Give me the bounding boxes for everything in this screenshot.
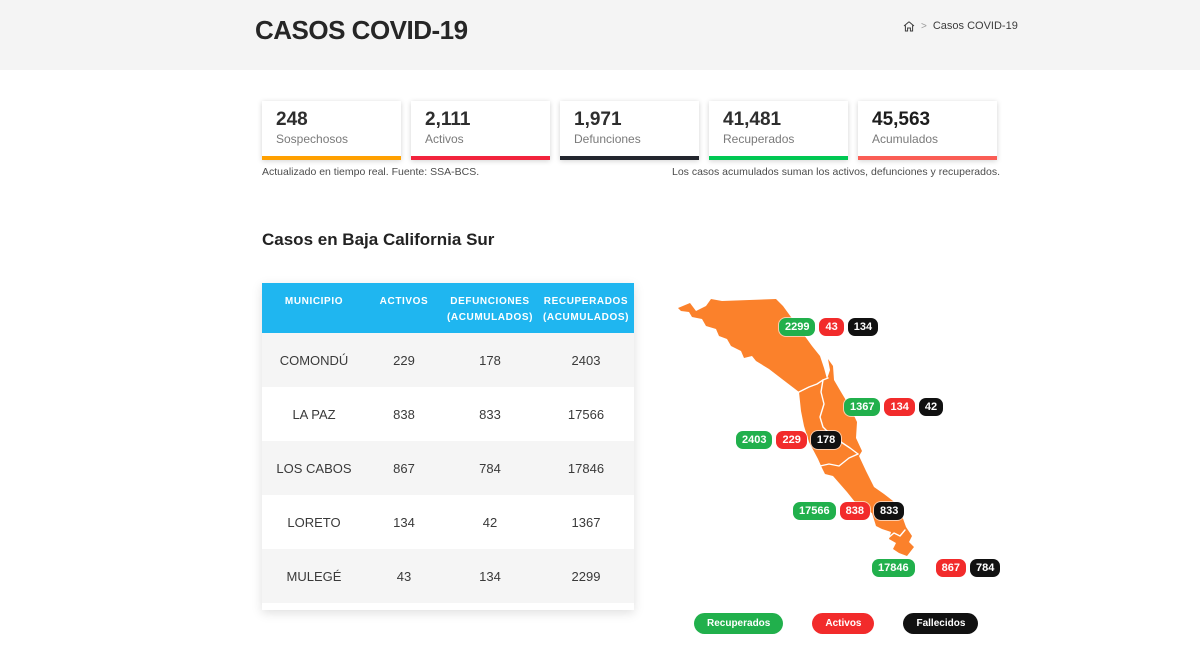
- card-label: Defunciones: [574, 131, 641, 146]
- card-value: 1,971: [574, 109, 622, 130]
- badge-group-lapaz: 17566 838 833: [793, 502, 905, 521]
- fallecidos-badge[interactable]: 134: [847, 318, 879, 337]
- cell-municipio: COMONDÚ: [279, 352, 349, 368]
- col-header-defunciones: DEFUNCIONES (ACUMULADOS): [446, 296, 534, 323]
- cell-recuperados: 1367: [571, 514, 601, 530]
- cell-defunciones: 134: [479, 568, 501, 584]
- cell-recuperados: 2299: [571, 568, 601, 584]
- fallecidos-badge[interactable]: 42: [918, 398, 944, 417]
- cell-activos: 229: [393, 352, 415, 368]
- cell-activos: 838: [393, 406, 415, 422]
- cell-recuperados: 17566: [567, 406, 605, 422]
- activos-badge[interactable]: 229: [776, 431, 807, 450]
- bcs-map: 2299 43 134 1367 134 42 2403 229 178 175…: [660, 280, 1001, 610]
- fallecidos-badge[interactable]: 833: [873, 502, 905, 521]
- badge-group-loreto: 1367 134 42: [844, 398, 944, 417]
- cell-municipio: LORETO: [287, 514, 341, 530]
- page-title: CASOS COVID-19: [255, 15, 468, 45]
- cell-defunciones: 42: [482, 514, 498, 530]
- cell-defunciones: 833: [479, 406, 501, 422]
- top-bar: [0, 0, 1200, 70]
- card-acumulados: 45,563 Acumulados: [858, 101, 997, 160]
- card-label: Activos: [425, 131, 464, 146]
- badge-group-comondu: 2403 229 178: [736, 431, 842, 450]
- breadcrumb-separator: >: [921, 20, 927, 32]
- activos-badge[interactable]: 43: [819, 318, 844, 337]
- card-label: Acumulados: [872, 131, 939, 146]
- recuperados-badge[interactable]: 17566: [793, 502, 836, 521]
- cell-recuperados: 17846: [567, 460, 605, 476]
- fallecidos-badge[interactable]: 178: [810, 431, 842, 450]
- table-row: LORETO 134 42 1367: [262, 495, 634, 549]
- section-title: Casos en Baja California Sur: [262, 230, 495, 249]
- cell-recuperados: 2403: [571, 352, 601, 368]
- recuperados-badge[interactable]: 17846: [872, 559, 915, 578]
- activos-badge[interactable]: 867: [935, 559, 966, 578]
- col-header-recuperados: RECUPERADOS (ACUMULADOS): [542, 296, 630, 323]
- bcs-map-svg: [678, 299, 914, 556]
- table-row: LOS CABOS 867 784 17846: [262, 441, 634, 495]
- municipal-boundaries: [798, 377, 906, 539]
- cell-municipio: MULEGÉ: [286, 568, 342, 584]
- cell-municipio: LOS CABOS: [276, 460, 352, 476]
- breadcrumb: > Casos COVID-19: [903, 20, 1018, 32]
- table-row: LA PAZ 838 833 17566: [262, 387, 634, 441]
- card-value: 2,111: [425, 109, 471, 130]
- card-value: 41,481: [723, 109, 782, 130]
- col-header-municipio: MUNICIPIO: [284, 296, 344, 307]
- badge-group-mulege: 2299 43 134: [779, 318, 879, 337]
- table-row: COMONDÚ 229 178 2403: [262, 333, 634, 387]
- cell-municipio: LA PAZ: [292, 406, 336, 422]
- card-label: Recuperados: [723, 131, 795, 146]
- fallecidos-badge[interactable]: 784: [969, 559, 1001, 578]
- cell-activos: 134: [393, 514, 415, 530]
- municipios-table: MUNICIPIO ACTIVOS DEFUNCIONES (ACUMULADOS…: [262, 283, 634, 610]
- card-value: 45,563: [872, 109, 931, 130]
- activos-badge[interactable]: 838: [839, 502, 870, 521]
- card-activos: 2,111 Activos: [411, 101, 550, 160]
- badge-group-loscabos: 17846 867 784: [872, 559, 1001, 578]
- card-sospechosos: 248 Sospechosos: [262, 101, 401, 160]
- col-header-activos: ACTIVOS: [379, 296, 429, 307]
- card-value: 248: [276, 109, 308, 130]
- table-row: MULEGÉ 43 134 2299: [262, 549, 634, 603]
- cell-activos: 867: [393, 460, 415, 476]
- cell-defunciones: 178: [479, 352, 501, 368]
- accumulated-note: Los casos acumulados suman los activos, …: [671, 166, 1000, 178]
- home-icon[interactable]: [903, 20, 915, 32]
- card-defunciones: 1,971 Defunciones: [560, 101, 699, 160]
- cell-activos: 43: [396, 568, 412, 584]
- peninsula-shape[interactable]: [678, 299, 914, 556]
- breadcrumb-current[interactable]: Casos COVID-19: [932, 20, 1018, 32]
- recuperados-badge[interactable]: 2299: [779, 318, 816, 337]
- recuperados-badge[interactable]: 2403: [736, 431, 773, 450]
- table-header: MUNICIPIO ACTIVOS DEFUNCIONES (ACUMULADOS…: [262, 283, 634, 333]
- legend-fallecidos[interactable]: Fallecidos: [903, 613, 979, 634]
- source-note: Actualizado en tiempo real. Fuente: SSA-…: [262, 166, 480, 178]
- legend-activos[interactable]: Activos: [812, 613, 875, 634]
- cell-defunciones: 784: [479, 460, 501, 476]
- card-label: Sospechosos: [276, 131, 349, 146]
- map-legend: Recuperados Activos Fallecidos: [694, 613, 979, 634]
- recuperados-badge[interactable]: 1367: [844, 398, 881, 417]
- legend-recuperados[interactable]: Recuperados: [694, 613, 784, 634]
- stats-cards: 248 Sospechosos 2,111 Activos 1,971 Defu…: [262, 101, 997, 160]
- card-recuperados: 41,481 Recuperados: [709, 101, 848, 160]
- activos-badge[interactable]: 134: [884, 398, 915, 417]
